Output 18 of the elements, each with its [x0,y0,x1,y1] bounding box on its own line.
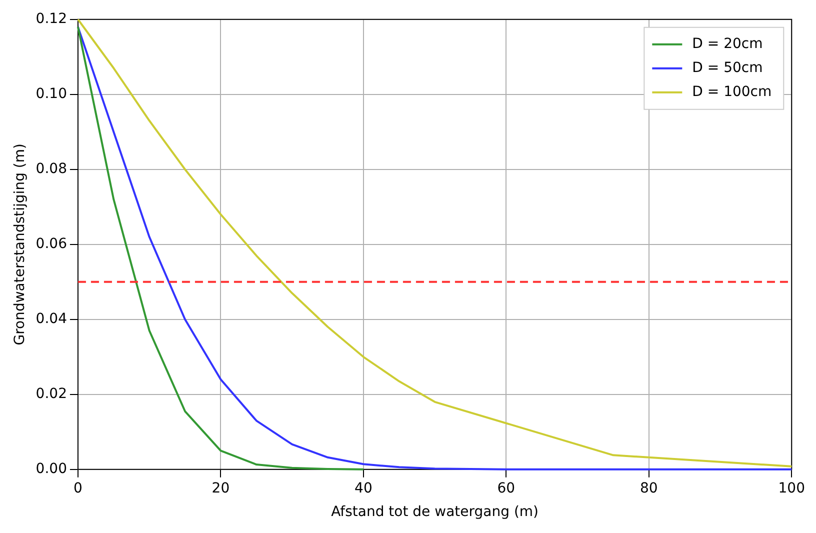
x-tick-label: 20 [212,480,230,496]
legend-label: D = 100cm [692,84,772,100]
y-tick-label: 0.02 [36,386,67,402]
x-tick-label: 100 [778,480,806,496]
x-tick-label: 0 [74,480,82,496]
y-tick-label: 0.00 [36,461,67,478]
x-tick-label: 60 [497,480,516,496]
legend-label: D = 20cm [692,36,763,52]
x-tick-label: 40 [354,480,372,496]
y-tick-label: 0.10 [36,86,67,102]
y-tick-label: 0.08 [36,161,67,178]
legend-label: D = 50cm [692,60,763,76]
x-axis-title: Afstand tot de watergang (m) [331,504,539,520]
y-tick-label: 0.12 [36,11,67,28]
x-tick-label: 80 [640,480,658,496]
y-axis-title: Grondwaterstandstijging (m) [12,144,28,346]
y-tick-label: 0.06 [36,236,68,252]
y-tick-label: 0.04 [36,311,68,328]
